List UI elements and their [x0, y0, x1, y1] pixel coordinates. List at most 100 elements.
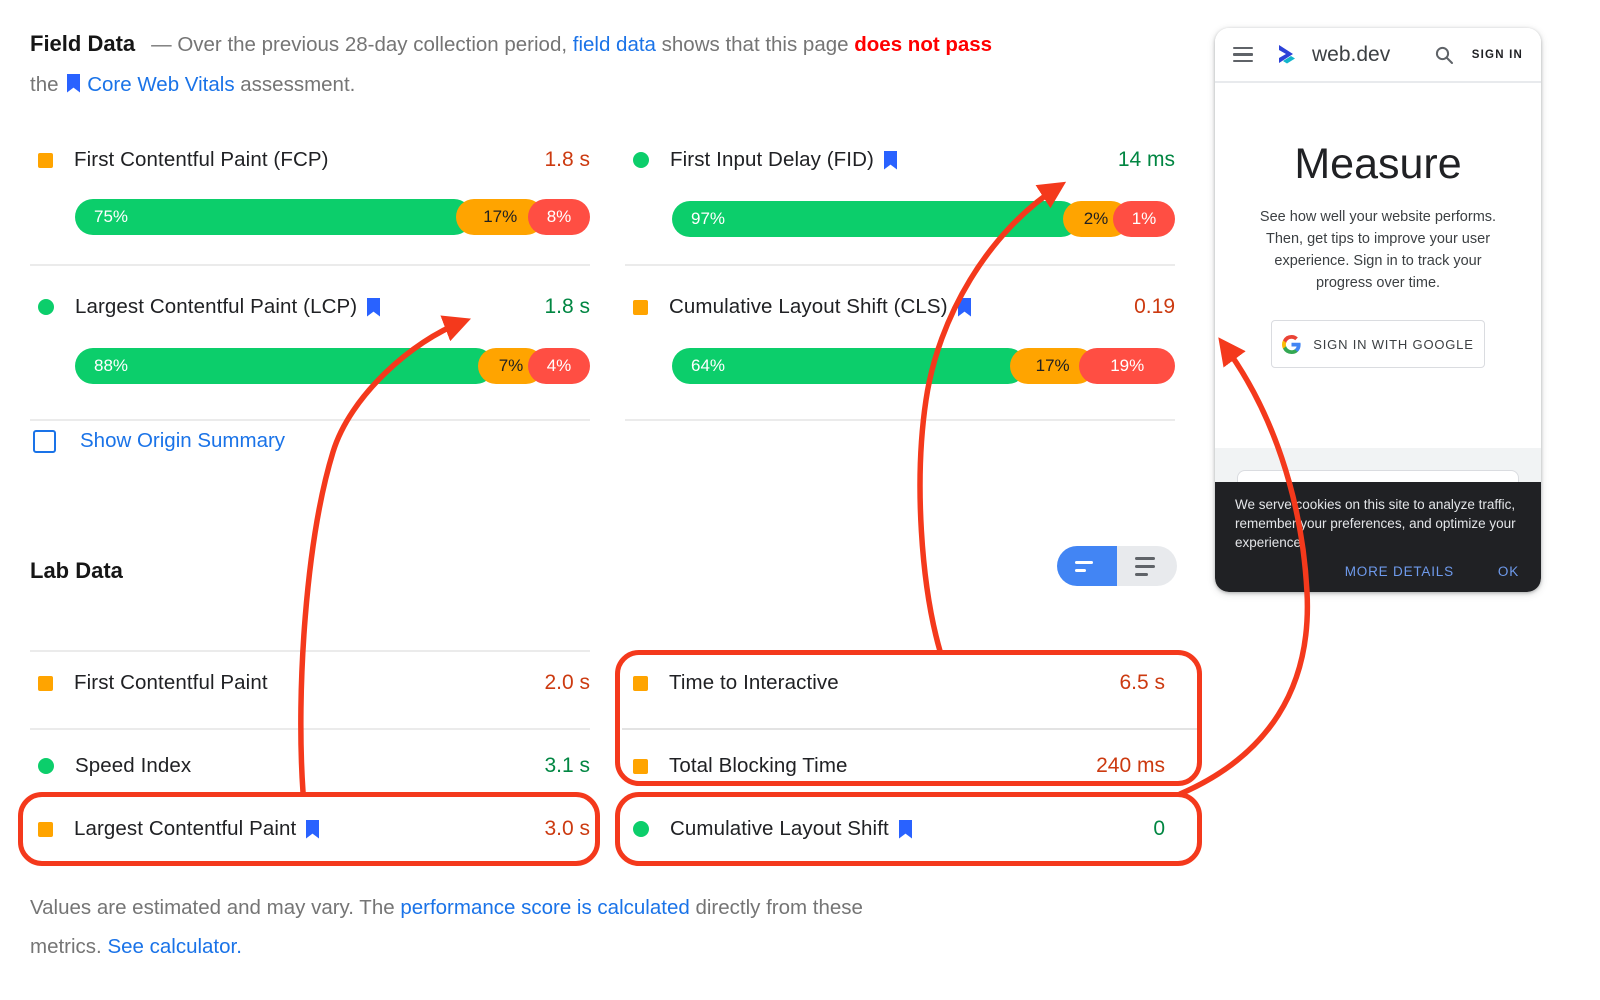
lab-metric-row: Largest Contentful Paint 3.0 s: [30, 807, 590, 851]
field-metric-row: First Contentful Paint (FCP) 1.8 s: [30, 138, 590, 182]
bookmark-icon: [367, 297, 381, 316]
field-data-description: — Over the previous 28-day collection pe…: [30, 33, 992, 96]
metric-label: Largest Contentful Paint (LCP): [75, 295, 358, 318]
average-status-icon: [633, 758, 648, 774]
metric-label: First Contentful Paint: [74, 671, 268, 694]
webdev-logo-icon: [1279, 44, 1295, 63]
metric-label: First Input Delay (FID): [670, 148, 874, 171]
lab-data-title: Lab Data: [30, 558, 123, 583]
metric-value: 1.8 s: [544, 148, 590, 171]
origin-summary-label: Show Origin Summary: [80, 429, 286, 452]
poor-segment: 4%: [528, 348, 590, 384]
measure-title: Measure: [1294, 140, 1462, 188]
origin-summary-checkbox[interactable]: [33, 429, 56, 453]
poor-segment: 19%: [1079, 348, 1175, 384]
expanded-view-button[interactable]: [1117, 546, 1177, 586]
collapsed-view-button[interactable]: [1057, 546, 1117, 586]
field-metric-row: Cumulative Layout Shift (CLS) 0.19: [625, 285, 1175, 329]
arrow-lab-lcp-to-field-lcp: [298, 315, 471, 795]
lab-metric-row: Cumulative Layout Shift 0: [625, 807, 1165, 851]
metric-value: 0: [1153, 817, 1165, 840]
lab-metric-row: Total Blocking Time 240 ms: [625, 744, 1165, 788]
bookmark-icon: [957, 297, 971, 316]
good-segment: 88%: [75, 348, 494, 384]
phone-header: web.dev SIGN IN: [1215, 28, 1541, 83]
inline-link[interactable]: See calculator.: [107, 935, 242, 958]
inline-link[interactable]: field data: [572, 33, 656, 56]
divider: [30, 264, 590, 266]
good-status-icon: [633, 152, 649, 168]
metric-value: 240 ms: [1096, 754, 1165, 777]
webdev-brand-text: web.dev: [1312, 42, 1391, 66]
bookmark-icon: [883, 150, 897, 169]
divider: [30, 419, 590, 421]
lcp-distribution-bar: 88% 7% 4%: [75, 348, 590, 384]
metric-label: Time to Interactive: [669, 671, 839, 694]
inline-link[interactable]: performance score is calculated: [400, 896, 690, 919]
fcp-distribution-bar: 75% 17% 8%: [75, 199, 590, 235]
google-g-icon: [1282, 334, 1301, 354]
divider: [30, 650, 590, 652]
average-status-icon: [38, 152, 53, 168]
lab-metric-row: Speed Index 3.1 s: [30, 744, 590, 788]
cookie-banner: We serve cookies on this site to analyze…: [1215, 482, 1541, 592]
metric-label: Cumulative Layout Shift: [670, 817, 889, 840]
good-segment: 97%: [672, 201, 1079, 237]
good-segment: 64%: [672, 348, 1026, 384]
webdev-phone-mockup: Measure See how well your website perfor…: [1215, 28, 1541, 592]
cookie-message: We serve cookies on this site to analyze…: [1235, 497, 1516, 550]
field-data-header: Field Data — Over the previous 28-day col…: [30, 24, 1160, 105]
divider: [30, 728, 590, 730]
divider: [622, 728, 1197, 730]
inline-text: shows that this page: [655, 33, 855, 56]
lab-metric-row: First Contentful Paint 2.0 s: [30, 661, 590, 705]
metric-value: 3.1 s: [544, 754, 590, 777]
inline-text: Values are estimated and may vary. The: [30, 896, 401, 919]
good-status-icon: [38, 758, 54, 774]
sign-in-with-google-button[interactable]: SIGN IN WITH GOOGLE: [1271, 320, 1485, 369]
fid-distribution-bar: 97% 2% 1%: [672, 201, 1175, 237]
show-origin-summary[interactable]: Show Origin Summary: [33, 429, 285, 453]
divider: [625, 419, 1175, 421]
good-status-icon: [633, 821, 649, 837]
menu-icon[interactable]: [1233, 46, 1253, 63]
good-status-icon: [38, 299, 54, 315]
inline-text: the: [30, 73, 65, 96]
average-status-icon: [633, 675, 648, 691]
webdev-logo[interactable]: web.dev: [1275, 42, 1390, 68]
bookmark-icon: [306, 819, 320, 838]
footnote: Values are estimated and may vary. The p…: [30, 888, 1150, 966]
poor-segment: 1%: [1113, 201, 1175, 237]
poor-segment: 8%: [528, 199, 590, 235]
divider: [625, 264, 1175, 266]
inline-link[interactable]: Core Web Vitals: [87, 73, 235, 96]
field-metric-row: Largest Contentful Paint (LCP) 1.8 s: [30, 285, 590, 329]
cls-distribution-bar: 64% 17% 19%: [672, 348, 1175, 384]
field-data-title: Field Data: [30, 31, 136, 56]
more-details-button[interactable]: MORE DETAILS: [1344, 564, 1454, 579]
inline-text: directly from these: [689, 896, 863, 919]
metric-value: 1.8 s: [544, 295, 590, 318]
google-button-label: SIGN IN WITH GOOGLE: [1313, 336, 1474, 352]
metric-label: Cumulative Layout Shift (CLS): [669, 295, 948, 318]
metric-label: First Contentful Paint (FCP): [74, 148, 329, 171]
metric-label: Total Blocking Time: [669, 754, 848, 777]
inline-text: assessment.: [234, 73, 356, 96]
sign-in-link[interactable]: SIGN IN: [1471, 48, 1523, 61]
metric-value: 6.5 s: [1119, 671, 1165, 694]
search-icon[interactable]: [1434, 45, 1454, 65]
metric-value: 0.19: [1134, 295, 1175, 318]
metric-label: Largest Contentful Paint: [74, 817, 297, 840]
average-status-icon: [38, 821, 53, 837]
metric-value: 14 ms: [1117, 148, 1175, 171]
metric-label: Speed Index: [75, 754, 192, 777]
inline-text: metrics.: [30, 935, 108, 958]
view-toggle: [1057, 546, 1177, 586]
inline-text: — Over the previous 28-day collection pe…: [151, 33, 573, 56]
average-status-icon: [38, 675, 53, 691]
field-metric-row: First Input Delay (FID) 14 ms: [625, 138, 1175, 182]
good-segment: 75%: [75, 199, 473, 235]
measure-description: See how well your website performs. Then…: [1259, 209, 1497, 292]
ok-button[interactable]: OK: [1497, 564, 1519, 579]
